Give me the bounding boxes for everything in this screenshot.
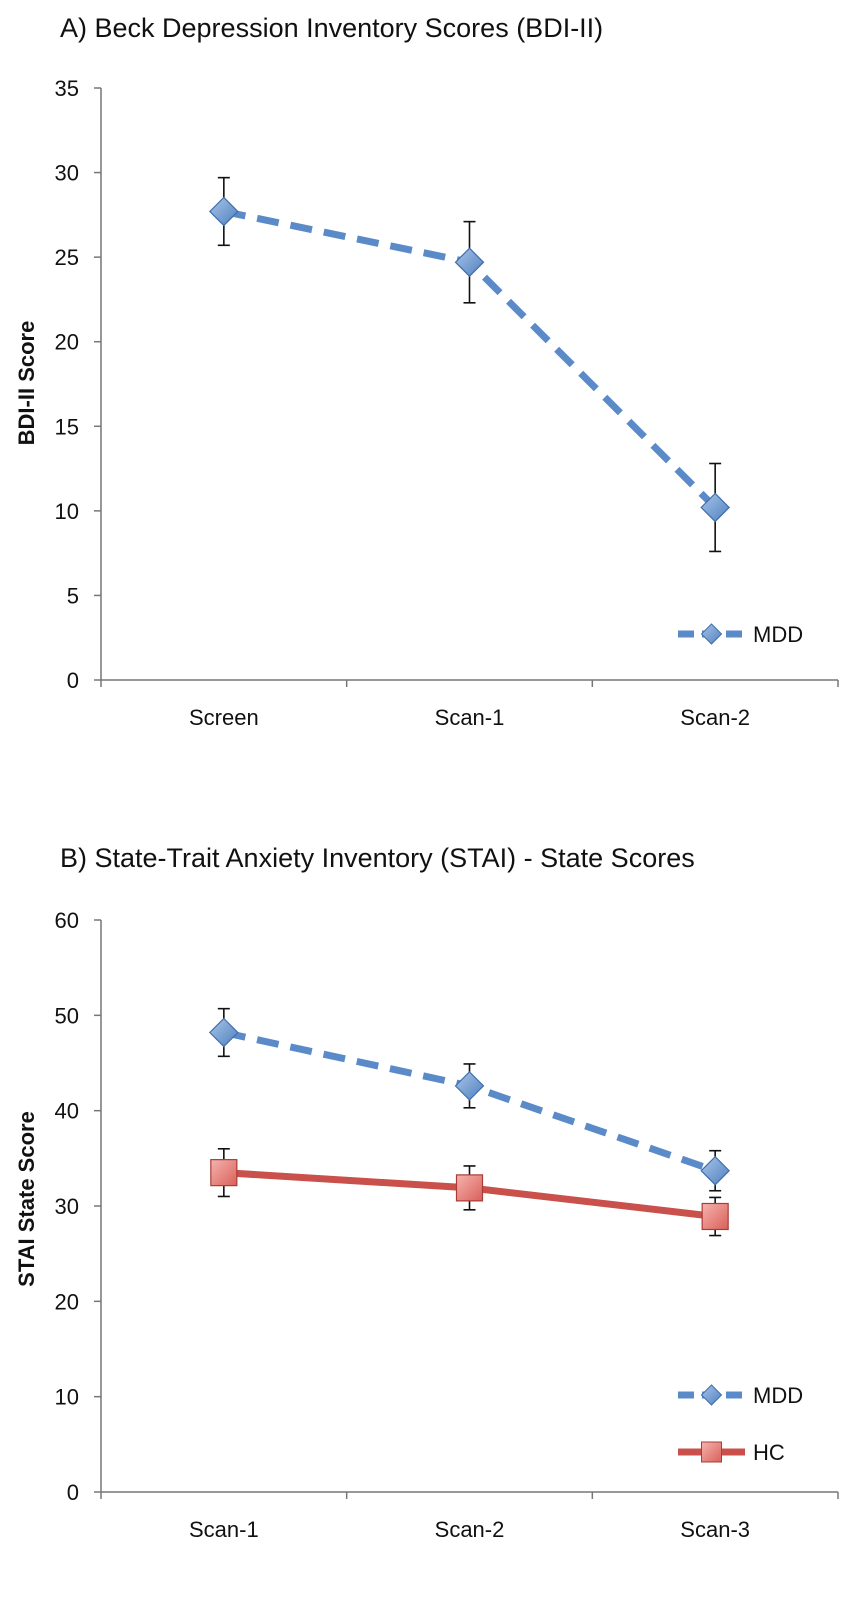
y-tick-label: 10 xyxy=(55,1385,79,1410)
y-tick-label: 5 xyxy=(67,583,79,608)
series-mdd xyxy=(208,1007,731,1192)
y-tick-label: 50 xyxy=(55,1003,79,1028)
data-point-marker xyxy=(700,492,731,523)
chart-panel-b: B) State-Trait Anxiety Inventory (STAI) … xyxy=(14,843,839,1542)
legend-entry-mdd: MDD xyxy=(678,1383,803,1408)
data-point-marker xyxy=(455,1174,484,1202)
data-point-marker xyxy=(700,1155,731,1186)
y-tick-label: 0 xyxy=(67,668,79,693)
data-point-marker xyxy=(454,247,485,278)
x-tick-label: Scan-2 xyxy=(435,1517,505,1542)
legend-label: MDD xyxy=(753,622,803,647)
y-tick-label: 40 xyxy=(55,1099,79,1124)
data-point-marker xyxy=(210,1159,238,1187)
legend: MDD HC xyxy=(678,1383,803,1465)
y-tick-label: 20 xyxy=(55,330,79,355)
legend-marker xyxy=(700,1384,723,1406)
y-tick-label: 35 xyxy=(55,76,79,101)
axes: 0 10 20 30 40 50 60 Scan-1 Scan-2 Scan-3 xyxy=(55,908,839,1542)
axes: 0 5 10 15 20 25 30 35 Screen Scan-1 Scan-2 xyxy=(55,76,839,730)
data-point-marker xyxy=(701,1202,729,1231)
x-tick-label: Scan-1 xyxy=(435,705,505,730)
legend-label: MDD xyxy=(753,1383,803,1408)
y-tick-label: 20 xyxy=(55,1289,79,1314)
series-mdd xyxy=(208,176,731,553)
legend-marker xyxy=(701,1441,722,1463)
legend-entry-hc: HC xyxy=(678,1440,785,1465)
y-tick-label: 60 xyxy=(55,908,79,933)
chart-panel-a: A) Beck Depression Inventory Scores (BDI… xyxy=(14,13,839,730)
y-tick-label: 25 xyxy=(55,245,79,270)
x-tick-label: Scan-2 xyxy=(680,705,750,730)
y-tick-label: 15 xyxy=(55,414,79,439)
chart-title: A) Beck Depression Inventory Scores (BDI… xyxy=(60,13,603,43)
chart-title: B) State-Trait Anxiety Inventory (STAI) … xyxy=(60,843,695,873)
legend-label: HC xyxy=(753,1440,785,1465)
x-tick-label: Scan-1 xyxy=(189,1517,259,1542)
y-tick-label: 0 xyxy=(67,1480,79,1505)
y-tick-label: 30 xyxy=(55,1194,79,1219)
data-point-marker xyxy=(208,1017,239,1048)
data-point-marker xyxy=(454,1071,485,1101)
y-axis-title: STAI State Score xyxy=(14,1111,39,1287)
plot-area xyxy=(208,176,731,553)
series-hc xyxy=(210,1148,729,1237)
plot-area xyxy=(208,1007,731,1237)
x-tick-label: Screen xyxy=(189,705,259,730)
y-tick-label: 30 xyxy=(55,161,79,186)
legend: MDD xyxy=(678,622,803,647)
y-axis-title: BDI-II Score xyxy=(14,321,39,446)
data-point-marker xyxy=(208,196,239,227)
y-tick-label: 10 xyxy=(55,499,79,524)
legend-entry-mdd: MDD xyxy=(678,622,803,647)
x-tick-label: Scan-3 xyxy=(680,1517,750,1542)
legend-marker xyxy=(700,623,723,645)
